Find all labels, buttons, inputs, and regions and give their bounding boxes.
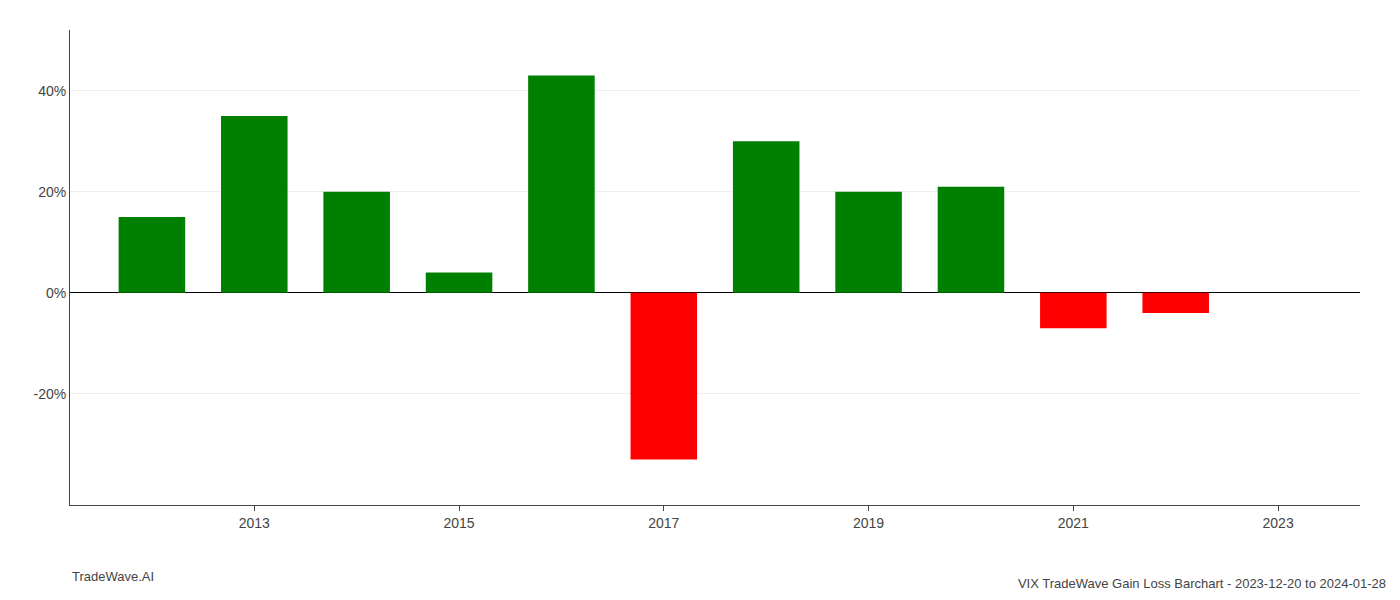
svg-text:-20%: -20% xyxy=(34,386,67,402)
svg-text:2013: 2013 xyxy=(239,515,270,531)
svg-text:2023: 2023 xyxy=(1263,515,1294,531)
svg-text:40%: 40% xyxy=(38,83,66,99)
svg-text:2021: 2021 xyxy=(1058,515,1089,531)
svg-text:0%: 0% xyxy=(46,285,66,301)
svg-text:20%: 20% xyxy=(38,184,66,200)
svg-text:VIX TradeWave Gain Loss Barcha: VIX TradeWave Gain Loss Barchart - 2023-… xyxy=(1018,576,1386,591)
svg-text:2017: 2017 xyxy=(648,515,679,531)
svg-text:2019: 2019 xyxy=(853,515,884,531)
svg-text:2015: 2015 xyxy=(443,515,474,531)
svg-text:TradeWave.AI: TradeWave.AI xyxy=(72,569,154,584)
